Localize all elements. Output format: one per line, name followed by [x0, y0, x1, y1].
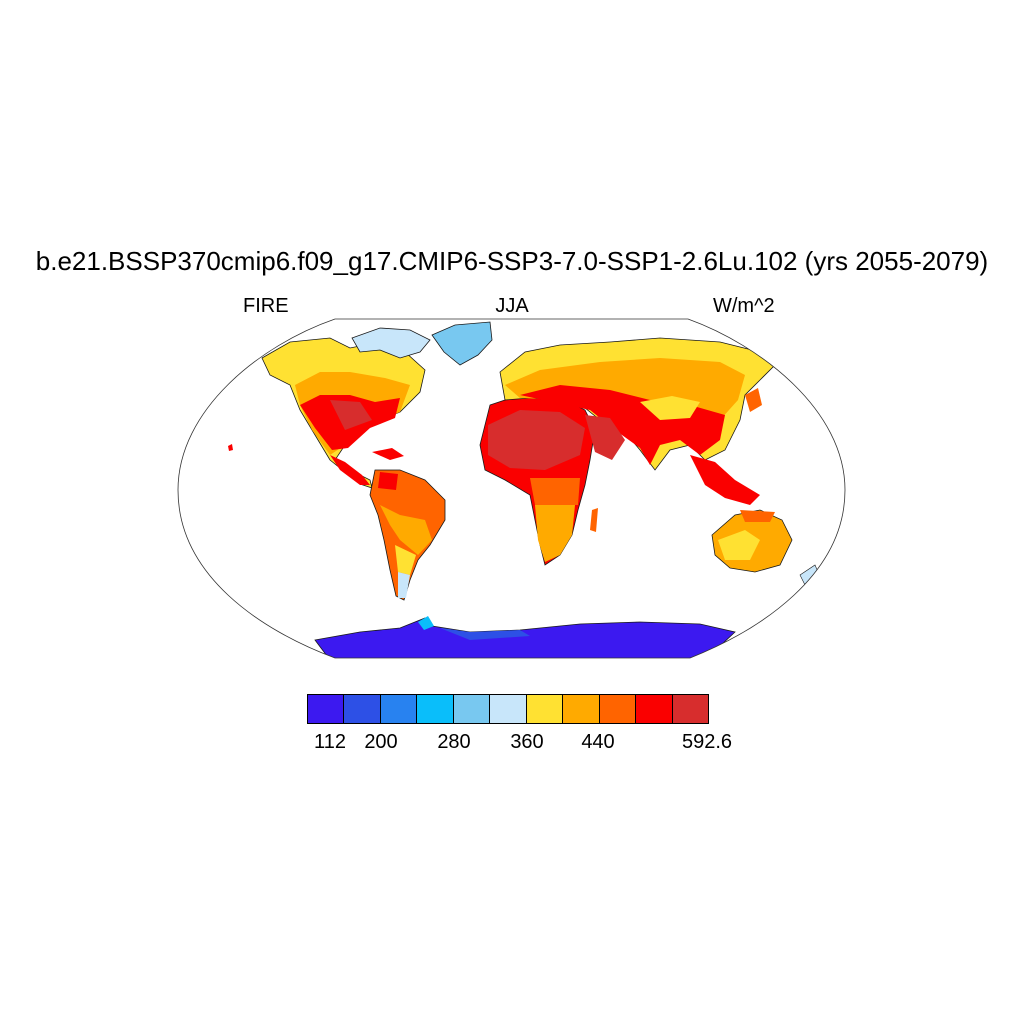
units-label: W/m^2 [713, 295, 775, 317]
south-america-red-north [378, 472, 398, 490]
colorbar-box [380, 695, 418, 723]
colorbar-tick-label: 592.6 [681, 731, 733, 753]
australia-red-north [740, 510, 775, 522]
colorbar-box [636, 695, 673, 723]
colorbar-box [526, 695, 564, 723]
caribbean-islands [372, 448, 404, 460]
japan [745, 388, 762, 412]
south-america-orange [380, 505, 432, 555]
colorbar [307, 694, 709, 724]
tibet-yellow [640, 396, 700, 420]
antarctica-coast-band [440, 628, 530, 640]
colorbar-box [672, 695, 708, 723]
greenland [431, 321, 493, 366]
sahara-darkred [488, 410, 585, 470]
colorbar-box [490, 695, 527, 723]
north-america-darkred [330, 400, 372, 430]
arabia-darkred [585, 415, 625, 460]
canada-arctic-islands [351, 327, 431, 359]
southeast-asia [690, 455, 760, 505]
colorbar-box [563, 695, 600, 723]
colorbar-tick-label: 200 [364, 731, 398, 753]
madagascar [590, 508, 598, 532]
new-zealand [799, 564, 819, 586]
plot-title: b.e21.BSSP370cmip6.f09_g17.CMIP6-SSP3-7.… [35, 246, 989, 276]
antarctica-peninsula [418, 616, 434, 630]
colorbar-tick-label: 360 [510, 731, 544, 753]
africa-central-orange [530, 478, 580, 505]
colorbar-tick-label: 440 [581, 731, 615, 753]
hawaii [228, 444, 233, 451]
colorbar-box [599, 695, 637, 723]
map-border [177, 318, 846, 659]
antarctica-region [314, 617, 736, 658]
season-label: JJA [495, 295, 529, 317]
south-america-yellow [395, 545, 416, 575]
central-america [330, 455, 370, 485]
colorbar-tick-label: 112 [314, 731, 346, 753]
colorbar-box [417, 695, 454, 723]
africa-south-orange [535, 505, 575, 562]
colorbar-box [453, 695, 491, 723]
colorbar-box [344, 695, 381, 723]
colorbar-tick-label: 280 [437, 731, 471, 753]
australia-yellow [718, 530, 760, 560]
colorbar-box [308, 695, 345, 723]
variable-label: FIRE [243, 295, 289, 317]
patagonia [398, 572, 410, 598]
